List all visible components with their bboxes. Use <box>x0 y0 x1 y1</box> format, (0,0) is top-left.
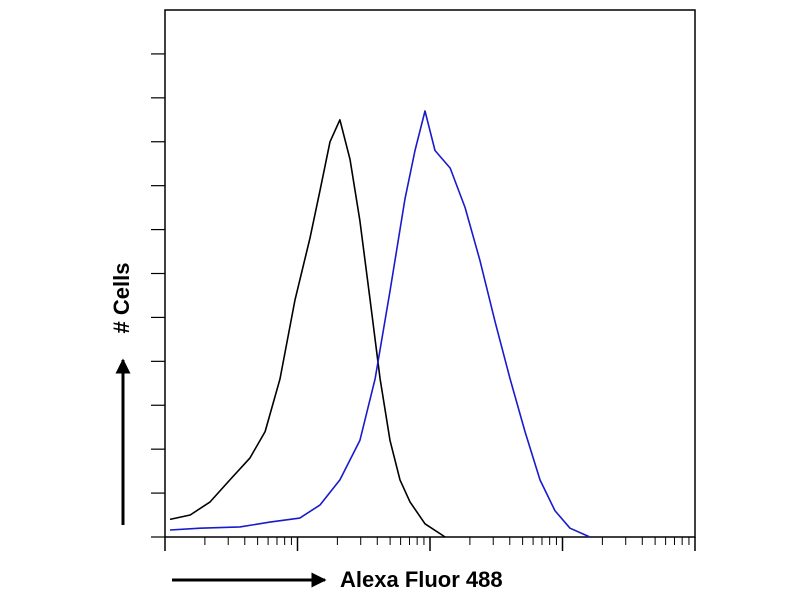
plot-frame <box>164 9 696 538</box>
x-axis-label: Alexa Fluor 488 <box>340 567 503 592</box>
histogram-line <box>169 119 446 538</box>
y-axis-label: # Cells <box>109 263 134 334</box>
histogram-line <box>169 110 591 538</box>
